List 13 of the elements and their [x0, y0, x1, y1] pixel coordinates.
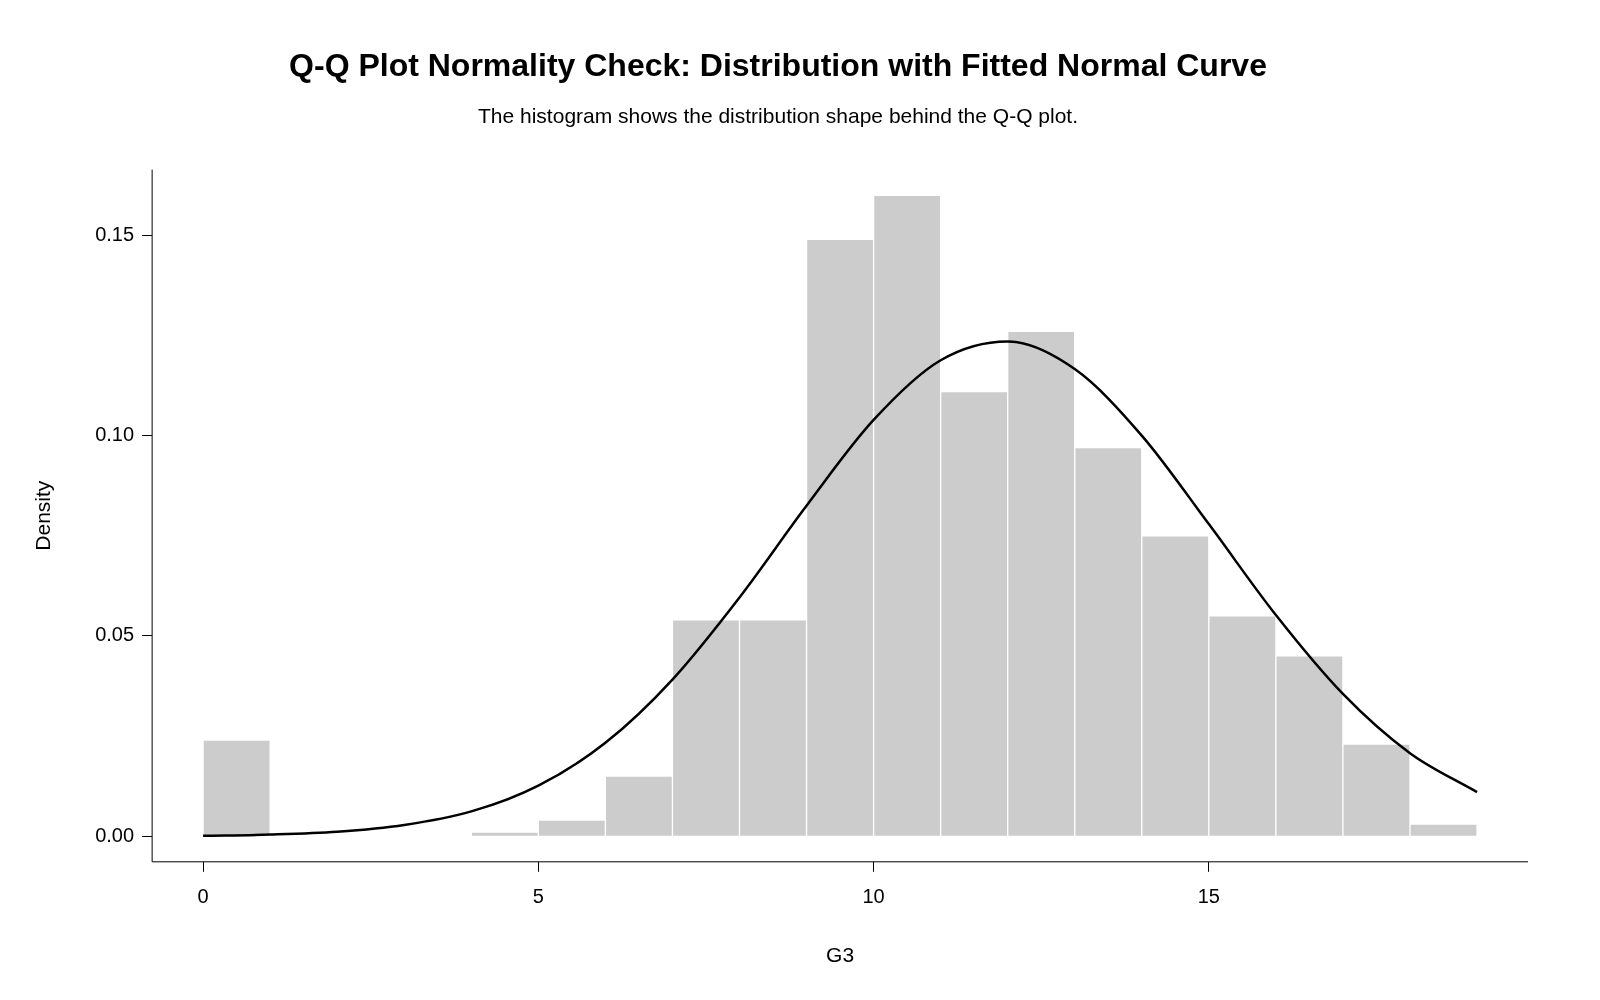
y-tick-label: 0.10 — [95, 423, 135, 446]
x-tick-label: 10 — [862, 885, 885, 908]
x-axis-title: G3 — [826, 943, 855, 967]
x-tick-label: 0 — [197, 885, 209, 908]
x-tick-label: 5 — [532, 885, 544, 908]
y-tick-label: 0.00 — [95, 823, 135, 846]
chart-title: Q-Q Plot Normality Check: Distribution with Fitted Normal Curve — [289, 47, 1267, 84]
y-axis-title: Density — [31, 480, 55, 551]
x-tick-label: 15 — [1197, 885, 1220, 908]
y-tick-label: 0.15 — [95, 222, 135, 245]
line-series — [201, 340, 1479, 838]
y-tick-label: 0.05 — [95, 623, 135, 646]
chart-subtitle: The histogram shows the distribution shape behind the Q-Q plot. — [478, 103, 1078, 127]
